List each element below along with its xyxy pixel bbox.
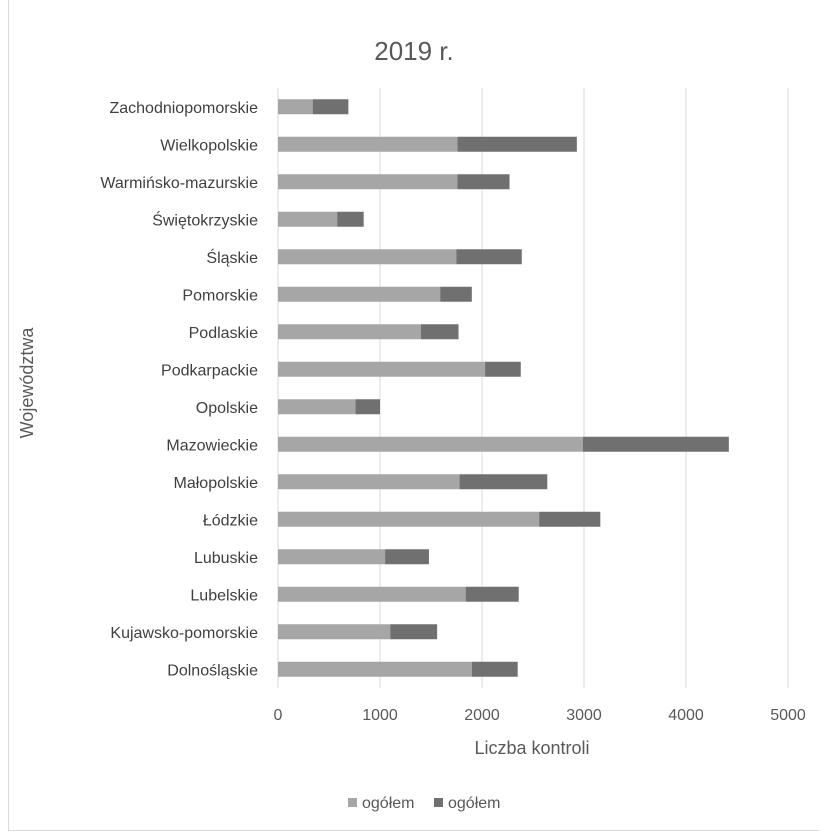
bar-2-5 [440,286,472,302]
category-label-4: Śląskie [206,248,258,267]
category-label-5: Pomorskie [182,287,258,304]
x-tick-label-2: 2000 [464,707,500,724]
bar-1-15 [278,661,472,677]
x-tick-label-4: 4000 [668,707,704,724]
bar-1-5 [278,286,441,302]
bar-1-4 [278,249,457,265]
bar-2-4 [456,249,522,265]
x-tick-label-5: 5000 [770,707,806,724]
category-label-1: Wielkopolskie [160,137,258,154]
x-tick-label-3: 3000 [566,707,602,724]
legend: ogółem ogółem [348,795,500,812]
x-tick-label-1: 1000 [362,707,398,724]
category-label-3: Świętokrzyskie [152,210,258,229]
bar-2-8 [355,399,380,415]
bar-2-0 [312,99,349,115]
bar-1-1 [278,136,458,152]
x-axis-title: Liczba kontroli [474,738,589,758]
bar-2-11 [539,511,601,527]
category-labels: Zachodniopomorskie Wielkopolskie Warmińsko… [100,100,258,680]
category-label-10: Małopolskie [174,475,259,492]
category-label-0: Zachodniopomorskie [109,100,258,117]
bar-1-8 [278,399,356,415]
bar-1-3 [278,211,338,227]
category-label-2: Warmińsko-mazurskie [100,175,258,192]
bar-2-10 [459,474,548,490]
y-axis-title: Województwa [17,327,37,439]
category-label-9: Mazowieckie [166,437,258,454]
bar-1-12 [278,549,386,565]
legend-label-1: ogółem [362,795,414,812]
bar-1-6 [278,324,421,340]
bar-2-9 [582,436,729,452]
x-tick-label-0: 0 [274,707,283,724]
category-label-14: Kujawsko-pomorskie [110,625,258,642]
category-label-13: Lubelskie [190,587,258,604]
category-label-15: Dolnośląskie [167,662,258,679]
bar-1-11 [278,511,540,527]
bar-1-14 [278,624,391,640]
legend-swatch-1 [348,798,357,807]
legend-label-2: ogółem [448,795,500,812]
bar-2-15 [471,661,518,677]
bars [278,99,729,677]
category-label-11: Łódzkie [203,512,258,529]
bar-1-10 [278,474,460,490]
bar-2-3 [337,211,364,227]
x-tick-labels: 0 1000 2000 3000 4000 5000 [274,707,806,724]
bar-2-12 [385,549,429,565]
chart-title: 2019 r. [374,36,454,66]
bar-2-13 [465,586,519,602]
bar-1-7 [278,361,486,377]
category-label-12: Lubuskie [194,550,258,567]
category-label-6: Podlaskie [189,325,258,342]
bar-2-14 [390,624,438,640]
category-label-8: Opolskie [196,400,258,417]
bar-1-13 [278,586,466,602]
category-label-7: Podkarpackie [161,362,258,379]
bar-1-9 [278,436,583,452]
bar-1-2 [278,174,458,190]
bar-2-1 [457,136,577,152]
bar-2-7 [485,361,521,377]
chart-frame [8,0,819,831]
bar-2-2 [457,174,510,190]
bar-1-0 [278,99,313,115]
bar-2-6 [420,324,459,340]
legend-swatch-2 [434,798,443,807]
